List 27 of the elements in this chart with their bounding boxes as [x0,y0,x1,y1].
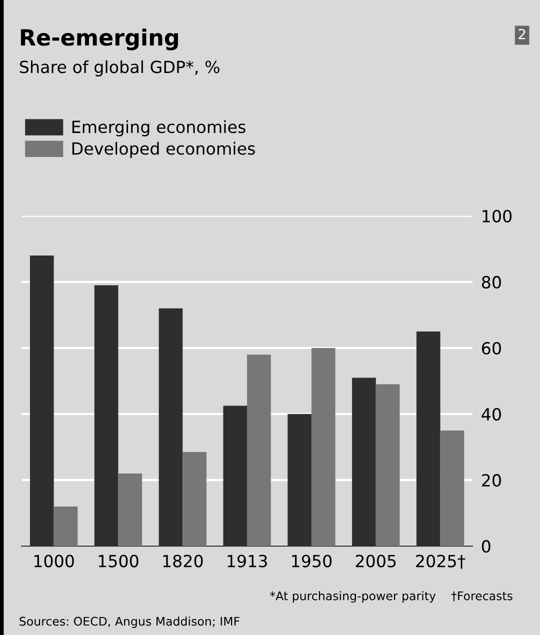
y-tick-label: 20 [482,474,501,487]
y-tick-label: 80 [482,276,501,289]
x-tick-label: 1950 [292,554,332,568]
bar [247,354,271,546]
text: 2 [518,28,526,40]
text: *At purchasing-power parity †Forecasts [270,591,512,603]
bar [376,384,400,546]
chart-title: Re-emerging [20,28,178,50]
bar [54,506,78,546]
x-tick-label: 1820 [163,554,203,568]
x-tick-label: 1000 [34,554,74,568]
bar [118,473,142,546]
bar [440,430,464,546]
y-tick-label: 40 [482,408,501,421]
x-tick-label: 1500 [98,554,138,568]
bar [182,452,206,546]
x-tick-label: 2025† [416,554,466,569]
y-tick-label: 0 [482,540,490,553]
legend-label: Emerging economies [72,120,246,136]
x-tick-label: 1913 [228,554,267,568]
y-tick-label: 100 [482,210,512,222]
source-note: Sources: OECD, Angus Maddison; IMF [20,616,240,628]
legend-label: Developed economies [72,142,255,158]
x-tick-label: 2005 [356,554,396,568]
y-tick-label: 60 [482,342,501,355]
bar [311,348,336,546]
chart-subtitle: Share of global GDP*, % [20,60,220,76]
